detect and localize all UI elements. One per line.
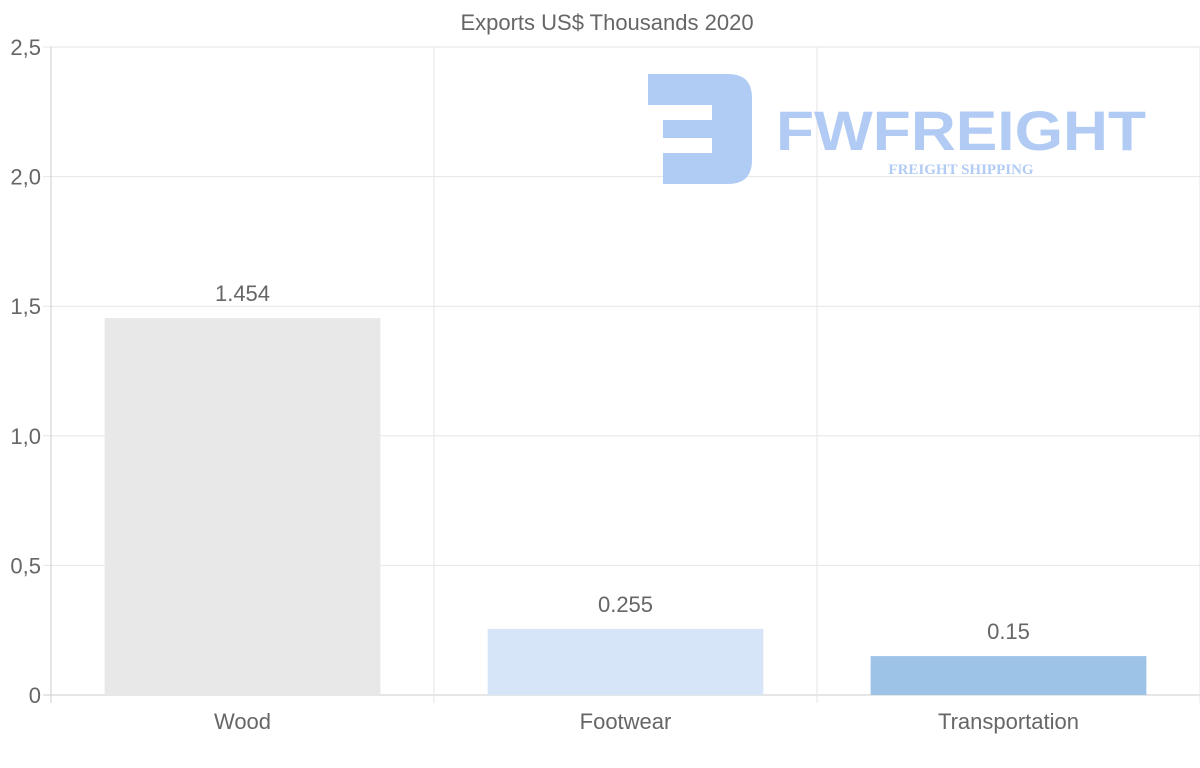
y-tick-label: 0,5 bbox=[10, 553, 41, 578]
x-tick-label: Wood bbox=[214, 709, 271, 734]
x-tick-label: Footwear bbox=[580, 709, 672, 734]
bars: 1.454 0.255 0.15 bbox=[104, 281, 1147, 695]
data-label: 0.255 bbox=[598, 592, 653, 617]
y-tick-label: 1,0 bbox=[10, 424, 41, 449]
bar-wood bbox=[104, 318, 381, 695]
watermark-brand: FWFREIGHT bbox=[776, 99, 1146, 162]
chart-title: Exports US$ Thousands 2020 bbox=[460, 10, 753, 35]
bar-transportation bbox=[870, 656, 1147, 695]
bar-footwear bbox=[487, 628, 764, 695]
y-tick-label: 2,0 bbox=[10, 165, 41, 190]
watermark-logo: FWFREIGHT FREIGHT SHIPPING bbox=[648, 74, 1146, 184]
logo-mark-icon bbox=[648, 74, 752, 184]
y-tick-label: 0 bbox=[29, 683, 41, 708]
data-label: 1.454 bbox=[215, 281, 270, 306]
y-tick-label: 2,5 bbox=[10, 35, 41, 60]
watermark-tagline: FREIGHT SHIPPING bbox=[888, 162, 1033, 178]
x-tick-label: Transportation bbox=[938, 709, 1079, 734]
axis-ticks: 0 0,5 1,0 1,5 2,0 2,5 Wood Footwear Transportati… bbox=[10, 35, 1079, 734]
data-label: 0.15 bbox=[987, 619, 1030, 644]
y-tick-label: 1,5 bbox=[10, 294, 41, 319]
